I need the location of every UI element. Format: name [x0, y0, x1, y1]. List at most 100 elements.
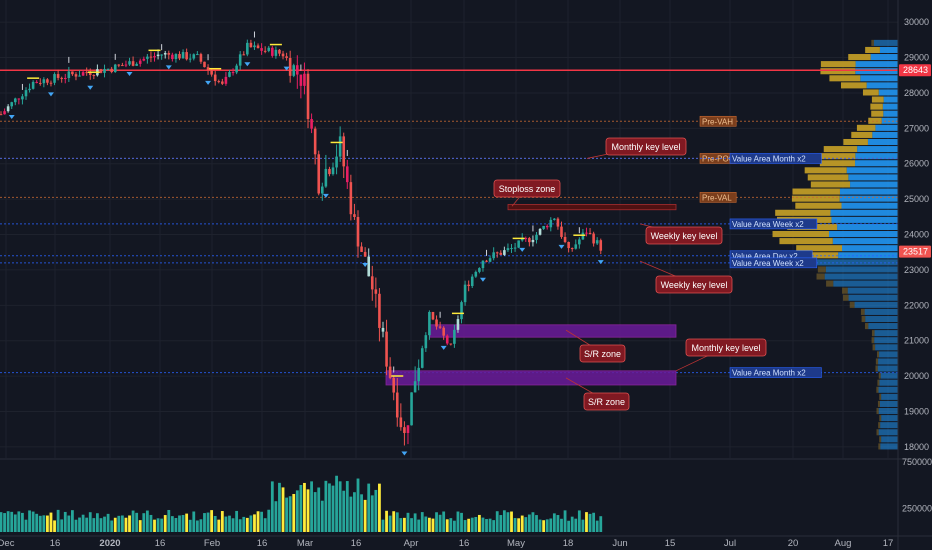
volume-bar: [395, 512, 399, 532]
volume-bar: [527, 514, 531, 532]
profile-bar: [878, 443, 881, 450]
profile-bar: [850, 181, 898, 188]
callout-box[interactable]: [583, 392, 630, 411]
time-tick-label: Dec: [0, 538, 15, 549]
profile-bar: [864, 323, 869, 330]
candle-body: [260, 48, 263, 51]
signal-triangle: [440, 345, 447, 350]
volume-bar: [224, 516, 228, 532]
volume-bar: [231, 518, 235, 532]
volume-bar: [120, 515, 124, 532]
volume-bar: [506, 512, 510, 532]
volume-bar: [438, 514, 442, 532]
volume-bar: [263, 518, 267, 532]
volume-bar: [502, 510, 506, 532]
candle-body: [574, 244, 578, 249]
callout-box[interactable]: [655, 275, 733, 294]
profile-bar: [879, 46, 898, 54]
profile-bar: [841, 202, 898, 209]
candle-body: [395, 392, 399, 418]
price-tick-label: 28000: [904, 88, 929, 98]
candle-body: [342, 136, 346, 167]
profile-bar: [847, 287, 898, 294]
price-tick-label: 26000: [904, 159, 929, 169]
volume-bar: [42, 515, 46, 532]
candle-body: [142, 58, 146, 61]
profile-bar: [842, 287, 848, 294]
signal-triangle: [165, 65, 172, 70]
candle-body: [535, 234, 538, 240]
volume-bar: [220, 511, 224, 532]
profile-bar: [878, 386, 898, 393]
profile-bar: [849, 301, 855, 308]
candle-body: [192, 54, 196, 59]
profile-bar: [851, 131, 873, 138]
profile-bar: [865, 46, 880, 54]
zone-rect[interactable]: [385, 370, 677, 386]
candle-body: [3, 111, 6, 115]
profile-bar: [860, 308, 865, 315]
callouts[interactable]: Monthly key level Stoploss zone Weekly key…: [493, 137, 767, 411]
level-label-bg: [699, 192, 737, 203]
volume-bar: [28, 510, 31, 532]
volume-bar: [335, 475, 338, 532]
profile-bar: [868, 117, 882, 124]
volume-bar: [560, 518, 563, 532]
candle-body: [299, 74, 303, 86]
current-price-tag: 23517: [903, 247, 928, 257]
profile-bar: [842, 245, 898, 252]
candle-body: [292, 65, 296, 76]
volume-bar: [288, 496, 292, 532]
volume-bar: [363, 499, 367, 532]
candle-body: [403, 427, 406, 433]
candle-body: [585, 232, 588, 234]
callout-box[interactable]: [645, 226, 723, 245]
candle-body: [28, 88, 31, 91]
candle-body: [306, 73, 310, 120]
profile-bar: [854, 301, 898, 308]
volume-bar: [306, 489, 310, 532]
candle-body: [278, 49, 281, 54]
signal-triangle: [597, 260, 604, 265]
volume-bar: [435, 512, 438, 532]
volume-bars: [0, 475, 603, 532]
volume-bar: [538, 519, 542, 532]
volume-bar: [499, 515, 503, 532]
volume-bar: [399, 518, 403, 532]
profile-bar: [829, 75, 861, 82]
callout-box[interactable]: [493, 179, 561, 198]
volume-bar: [510, 511, 513, 532]
candle-body: [349, 182, 353, 215]
candle-body: [442, 327, 445, 336]
candle-body: [467, 284, 470, 287]
volume-bar: [88, 512, 92, 532]
volume-bar: [192, 511, 196, 532]
profile-bar: [874, 330, 898, 337]
candle-body: [46, 79, 49, 83]
callout-box[interactable]: [579, 344, 626, 363]
sr-zones[interactable]: [385, 204, 677, 386]
profile-bar: [878, 358, 898, 365]
candle-body: [49, 82, 53, 84]
candle-body: [460, 302, 463, 320]
callout-text: Monthly key level: [691, 343, 760, 353]
candle-body: [63, 77, 67, 79]
profile-bar: [878, 422, 881, 429]
callout-box[interactable]: [685, 338, 767, 357]
callout-box[interactable]: [605, 137, 687, 156]
candle-body: [35, 81, 38, 83]
zone-rect[interactable]: [429, 324, 677, 338]
volume-bar: [492, 520, 496, 532]
candle-body: [392, 377, 395, 393]
candle-body: [253, 45, 256, 48]
volume-bar: [117, 515, 121, 532]
candle-body: [356, 216, 360, 247]
profile-bar: [843, 294, 849, 301]
profile-bar: [871, 96, 884, 103]
volume-bar: [281, 487, 285, 532]
current-price-tag-bg: [899, 245, 931, 258]
candle-body: [563, 236, 567, 242]
profile-bar: [779, 238, 833, 245]
zone-rect[interactable]: [507, 204, 677, 211]
